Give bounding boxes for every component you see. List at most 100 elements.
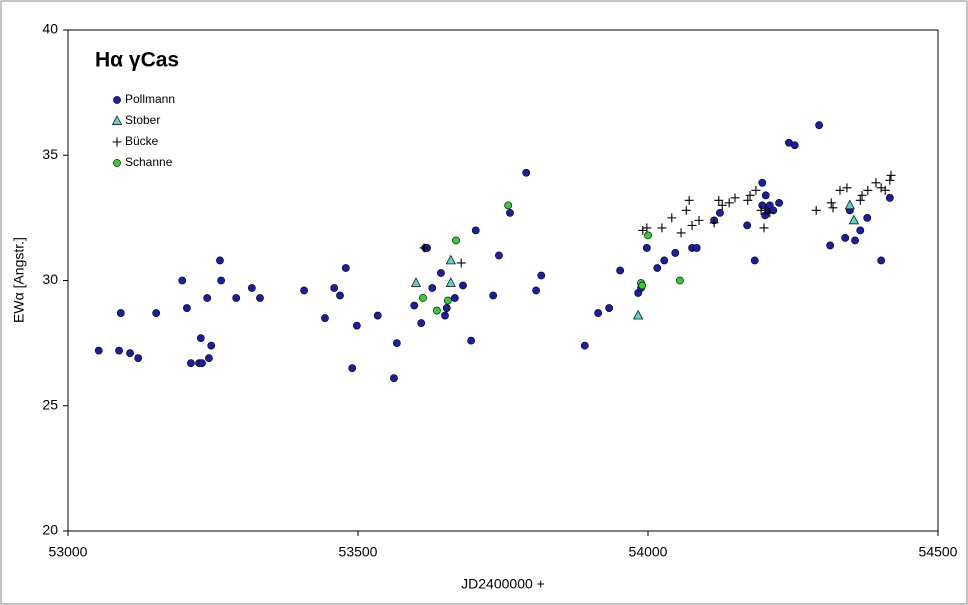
data-point [392,339,401,348]
data-point [116,309,125,317]
data-point [815,121,823,130]
data-point [443,296,452,305]
y-axis-label: EWα [Angstr.] [11,237,27,323]
data-point [644,231,652,240]
data-point [419,294,427,302]
data-point [714,195,724,205]
data-point [775,198,783,207]
data-point [203,294,212,302]
data-point [445,254,456,265]
data-point [442,304,451,312]
chart-title: Hα γCas [95,49,179,72]
data-point [687,220,697,230]
data-point [300,286,308,295]
x-axis-label: JD2400000 + [461,576,545,592]
data-point [750,256,759,265]
data-point [341,264,350,272]
data-point [410,277,422,287]
data-point [761,191,770,200]
data-point [506,208,514,217]
data-point [417,319,426,327]
x-tick-label: 53000 [49,544,88,560]
data-point [857,190,867,200]
data-point [196,334,205,343]
legend-marker [112,137,122,147]
data-point [751,185,761,195]
data-point [437,269,445,277]
data-point [758,201,767,210]
data-point [855,195,865,205]
data-point [877,256,886,265]
data-point [880,185,890,195]
data-point [745,190,755,200]
legend-marker [111,115,123,125]
y-tick-label: 25 [42,396,58,412]
data-point [456,258,466,268]
data-point [681,205,691,215]
data-point [467,336,475,345]
data-point [842,183,852,193]
data-point [886,170,896,180]
data-point [522,168,531,177]
data-point [743,221,752,230]
y-tick-label: 35 [42,146,58,162]
data-point [410,301,419,310]
data-point [182,304,191,312]
data-point [828,203,838,213]
data-point [134,354,143,363]
data-point [709,218,719,228]
data-point [760,205,770,215]
data-point [657,223,667,233]
data-point [336,291,344,300]
data-point [207,341,216,350]
legend-label: Schanne [125,155,173,169]
data-point [390,374,398,383]
data-point [373,311,382,320]
data-point [247,284,256,292]
data-point [616,266,625,275]
data-point [459,281,467,290]
data-point [633,309,644,320]
data-point [205,354,213,363]
data-point [871,178,881,188]
data-point [671,249,680,257]
data-point [841,234,850,242]
data-point [758,178,767,187]
data-point [724,198,734,208]
data-point [885,193,894,202]
data-point [489,291,498,300]
data-point [348,364,357,373]
data-point [684,195,694,205]
y-tick-label: 40 [42,21,58,37]
data-point [504,201,513,210]
data-point [717,200,727,210]
data-point [450,294,459,302]
data-point [537,271,546,280]
data-point [826,241,835,250]
data-point [835,185,845,195]
data-point [716,208,724,217]
legend-marker [113,159,121,167]
data-point [187,359,195,368]
data-point [844,199,855,210]
data-point [811,205,821,215]
data-point [851,236,859,245]
x-tick-label: 54500 [919,544,958,560]
data-point [826,198,836,208]
legend-label: Pollmann [125,92,175,106]
data-point [198,359,206,368]
data-point [419,243,429,253]
data-point [730,193,740,203]
data-point [743,195,753,205]
legend-marker [113,96,121,104]
data-point [452,236,460,245]
data-point [790,141,799,150]
data-point [428,284,437,292]
data-point [445,277,456,287]
legend-label: Stober [125,113,160,127]
data-point [667,213,677,223]
data-point [594,309,603,317]
data-point [660,256,669,265]
data-point [605,304,614,312]
